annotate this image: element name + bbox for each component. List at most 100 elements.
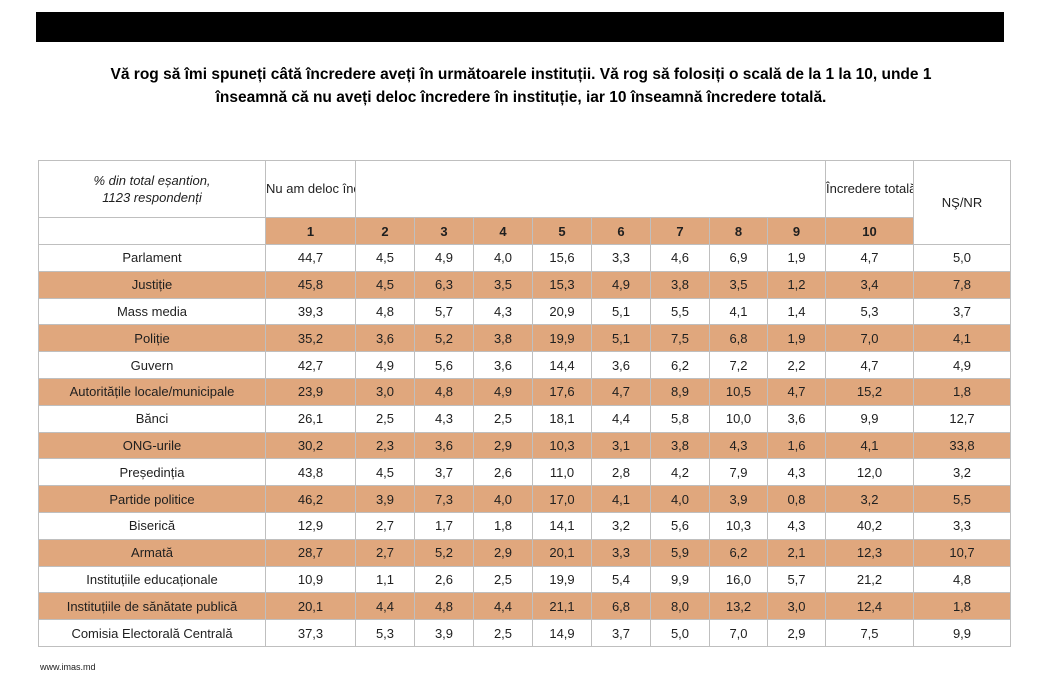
nsnr-cell: 3,7 [913, 297, 1011, 326]
institution-label: ONG-urile [38, 431, 266, 460]
institution-label: Instituțiile educaționale [38, 565, 266, 594]
scale-header-6: 6 [591, 217, 651, 245]
value-cell-scale-7: 9,9 [650, 565, 710, 594]
page-title-line2: înseamnă că nu aveți deloc încredere în … [215, 89, 827, 106]
value-cell-scale-5: 15,6 [532, 244, 592, 272]
institution-label: Biserică [38, 511, 266, 540]
value-cell-scale-9: 2,1 [767, 538, 826, 567]
value-cell-scale-6: 3,2 [591, 511, 651, 540]
header-row-group-labels: % din total eșantion, 1123 respondenți N… [38, 160, 1011, 245]
value-cell-scale-4: 4,9 [473, 377, 533, 406]
value-cell-scale-4: 4,4 [473, 592, 533, 621]
table-row: Mass media 39,3 4,8 5,7 4,3 20,9 5,1 5,5 4,1 1,4 5… [38, 297, 1011, 326]
value-cell-scale-9: 4,3 [767, 511, 826, 540]
value-cell-scale-4: 2,9 [473, 431, 533, 460]
value-cell-scale-5: 20,9 [532, 297, 592, 326]
value-cell-scale-7: 6,2 [650, 351, 710, 379]
value-cell-scale-1: 39,3 [265, 297, 356, 326]
value-cell-scale-6: 2,8 [591, 458, 651, 487]
value-cell-scale-10: 7,0 [825, 324, 914, 353]
value-cell-scale-9: 1,9 [767, 324, 826, 353]
institution-label: Președinția [38, 458, 266, 487]
table-row: Biserică 12,9 2,7 1,7 1,8 14,1 3,2 5,6 10,3 4,3 40… [38, 511, 1011, 540]
value-cell-scale-3: 4,3 [414, 404, 474, 433]
table-row: Justiție 45,8 4,5 6,3 3,5 15,3 4,9 3,8 3,5 1,2 3,4… [38, 270, 1011, 299]
value-cell-scale-10: 12,4 [825, 592, 914, 621]
value-cell-scale-3: 5,7 [414, 297, 474, 326]
table-row: ONG-urile 30,2 2,3 3,6 2,9 10,3 3,1 3,8 4,3 1,6 4,… [38, 431, 1011, 460]
institution-label: Justiție [38, 270, 266, 299]
value-cell-scale-8: 6,2 [709, 538, 768, 567]
nsnr-cell: 5,0 [913, 244, 1011, 272]
value-cell-scale-5: 14,9 [532, 619, 592, 647]
table-row: Bănci 26,1 2,5 4,3 2,5 18,1 4,4 5,8 10,0 3,6 9,9 12… [38, 404, 1011, 433]
value-cell-scale-6: 3,3 [591, 538, 651, 567]
value-cell-scale-5: 21,1 [532, 592, 592, 621]
value-cell-scale-10: 9,9 [825, 404, 914, 433]
value-cell-scale-10: 15,2 [825, 377, 914, 406]
value-cell-scale-8: 3,5 [709, 270, 768, 299]
institution-label: Comisia Electorală Centrală [38, 619, 266, 647]
table-row: Partide politice 46,2 3,9 7,3 4,0 17,0 4,1 4,0 3… [38, 485, 1011, 513]
scale-header-1: 1 [265, 217, 356, 245]
institution-label: Mass media [38, 297, 266, 326]
value-cell-scale-9: 0,8 [767, 485, 826, 513]
value-cell-scale-4: 2,5 [473, 404, 533, 433]
value-cell-scale-3: 5,2 [414, 538, 474, 567]
value-cell-scale-2: 3,0 [355, 377, 415, 406]
footer-website: www.imas.md [40, 662, 96, 672]
value-cell-scale-3: 5,6 [414, 351, 474, 379]
value-cell-scale-1: 37,3 [265, 619, 356, 647]
value-cell-scale-3: 2,6 [414, 565, 474, 594]
value-cell-scale-5: 14,4 [532, 351, 592, 379]
nsnr-cell: 3,2 [913, 458, 1011, 487]
value-cell-scale-4: 2,5 [473, 619, 533, 647]
value-cell-scale-2: 4,5 [355, 244, 415, 272]
scale-header-8: 8 [709, 217, 768, 245]
scale-header-10: 10 [825, 217, 914, 245]
value-cell-scale-10: 21,2 [825, 565, 914, 594]
value-cell-scale-10: 3,4 [825, 270, 914, 299]
value-cell-scale-4: 4,0 [473, 485, 533, 513]
value-cell-scale-1: 20,1 [265, 592, 356, 621]
value-cell-scale-2: 3,9 [355, 485, 415, 513]
table-row: Autoritățile locale/municipale 23,9 3,0 4,8… [38, 377, 1011, 406]
value-cell-scale-1: 10,9 [265, 565, 356, 594]
value-cell-scale-7: 3,8 [650, 270, 710, 299]
value-cell-scale-2: 4,4 [355, 592, 415, 621]
header-row-scale: 1 2 3 4 5 6 7 8 9 10 [38, 217, 1011, 245]
value-cell-scale-3: 1,7 [414, 511, 474, 540]
value-cell-scale-3: 4,8 [414, 592, 474, 621]
table-row: Instituțiile educaționale 10,9 1,1 2,6 2,5 19… [38, 565, 1011, 594]
page-title-line1: Vă rog să îmi spuneți câtă încredere ave… [110, 66, 932, 83]
scale-header-4: 4 [473, 217, 533, 245]
value-cell-scale-7: 7,5 [650, 324, 710, 353]
value-cell-scale-5: 15,3 [532, 270, 592, 299]
value-cell-scale-1: 30,2 [265, 431, 356, 460]
value-cell-scale-1: 45,8 [265, 270, 356, 299]
header-nsnr: NŞ/NR [913, 160, 1011, 245]
value-cell-scale-2: 1,1 [355, 565, 415, 594]
value-cell-scale-6: 5,4 [591, 565, 651, 594]
value-cell-scale-1: 42,7 [265, 351, 356, 379]
value-cell-scale-1: 46,2 [265, 485, 356, 513]
value-cell-scale-7: 5,5 [650, 297, 710, 326]
value-cell-scale-6: 4,4 [591, 404, 651, 433]
header-middle-spacer [355, 160, 826, 218]
value-cell-scale-3: 3,6 [414, 431, 474, 460]
value-cell-scale-8: 3,9 [709, 485, 768, 513]
value-cell-scale-7: 5,9 [650, 538, 710, 567]
value-cell-scale-10: 12,0 [825, 458, 914, 487]
value-cell-scale-9: 1,6 [767, 431, 826, 460]
value-cell-scale-4: 2,9 [473, 538, 533, 567]
value-cell-scale-2: 2,3 [355, 431, 415, 460]
value-cell-scale-5: 11,0 [532, 458, 592, 487]
value-cell-scale-8: 10,0 [709, 404, 768, 433]
nsnr-cell: 12,7 [913, 404, 1011, 433]
institution-label: Bănci [38, 404, 266, 433]
value-cell-scale-6: 4,7 [591, 377, 651, 406]
value-cell-scale-6: 4,9 [591, 270, 651, 299]
institution-label: Parlament [38, 244, 266, 272]
value-cell-scale-7: 3,8 [650, 431, 710, 460]
value-cell-scale-6: 4,1 [591, 485, 651, 513]
